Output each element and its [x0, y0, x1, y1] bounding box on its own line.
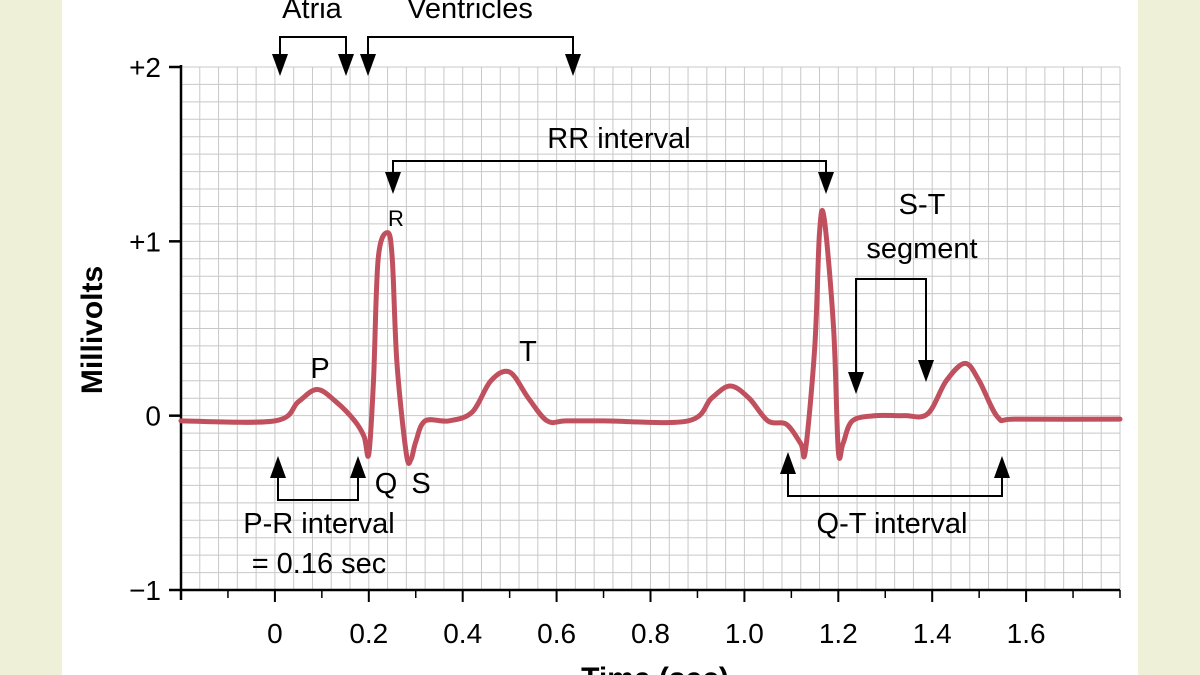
y-tick-label: 0: [145, 401, 161, 432]
x-tick-label: 1.6: [1007, 618, 1046, 649]
label-t: T: [519, 336, 537, 368]
annotation-ventricles: Ventricles: [407, 0, 533, 25]
arrowhead-down: [385, 172, 401, 194]
axes: 0 0.2 0.4 0.6 0.8 1.0 1.2 1.4 1.6 +2 +1 0 −1: [129, 52, 1121, 649]
arrowhead-down: [848, 372, 864, 394]
annotation-rr-interval: RR interval: [547, 123, 690, 155]
arrowhead-down: [338, 54, 354, 76]
x-tick-label: 1.0: [725, 618, 764, 649]
grid: [180, 66, 1121, 591]
bracket-pr-interval: [277, 474, 359, 501]
y-tick-label: +1: [129, 226, 161, 257]
bracket-rr-interval: [392, 160, 827, 188]
x-tick-label: 1.2: [819, 618, 858, 649]
arrowhead-up: [270, 456, 286, 478]
annotation-st-segment-1: S-T: [899, 189, 946, 221]
x-axis-label: Time (sec): [581, 662, 729, 675]
x-tick-label: 0.6: [537, 618, 576, 649]
annotation-atria: Atria: [282, 0, 343, 25]
arrowhead-down: [818, 172, 834, 194]
label-s: S: [411, 468, 430, 500]
annotation-pr-interval-1: P-R interval: [243, 508, 395, 540]
y-axis-label: Millivolts: [76, 266, 109, 394]
arrowheads: [270, 54, 1010, 478]
arrowhead-up: [780, 452, 796, 474]
y-tick-label: +2: [129, 52, 161, 83]
arrowhead-down: [272, 54, 288, 76]
arrowhead-down: [565, 54, 581, 76]
arrowhead-down: [360, 54, 376, 76]
arrowhead-up: [350, 456, 366, 478]
x-tick-label: 0: [267, 618, 283, 649]
annotation-qt-interval: Q-T interval: [817, 508, 968, 540]
ecg-trace: [178, 207, 1123, 466]
x-tick-label: 0.4: [443, 618, 482, 649]
x-tick-label: 0.8: [631, 618, 670, 649]
annotation-pr-interval-2: = 0.16 sec: [252, 548, 387, 580]
label-q: Q: [375, 468, 398, 500]
bracket-st-segment: [855, 278, 927, 382]
annotation-st-segment-2: segment: [866, 233, 977, 265]
x-tick-label: 0.2: [349, 618, 388, 649]
bracket-qt-interval: [787, 474, 1003, 497]
y-tick-label: −1: [129, 575, 161, 606]
figure-panel: [62, 0, 1138, 675]
arrowhead-up: [994, 456, 1010, 478]
label-p: P: [310, 353, 329, 385]
label-r: R: [388, 206, 404, 231]
x-tick-label: 1.4: [913, 618, 952, 649]
interval-brackets: [277, 36, 1003, 501]
arrowhead-down: [918, 360, 934, 382]
